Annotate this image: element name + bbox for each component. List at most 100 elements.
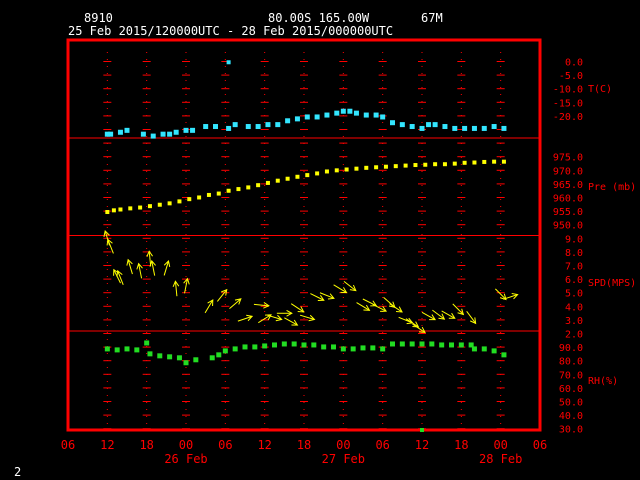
temperature-point <box>108 131 114 137</box>
pressure-point <box>423 162 428 167</box>
pressure-point <box>246 185 251 190</box>
wind-arrow-head <box>308 314 316 322</box>
rh-point <box>419 341 425 347</box>
wind-arrow-shaft <box>204 299 214 314</box>
y-tick-label: 4.0 <box>565 302 583 313</box>
wind-arrow-shaft <box>412 323 426 333</box>
rh-point <box>167 354 173 360</box>
station-id: 8910 <box>84 11 113 25</box>
temperature-point <box>245 124 251 130</box>
rh-point <box>468 342 474 348</box>
wind-arrow-shaft <box>310 293 325 301</box>
x-tick-label: 06 <box>218 438 232 452</box>
rh-point <box>380 346 386 352</box>
pressure-point <box>482 159 487 164</box>
pressure-point <box>501 159 506 164</box>
y-tick-label: 10.0 <box>559 0 583 3</box>
temperature-point <box>203 124 209 130</box>
rh-point <box>370 345 376 351</box>
temperature-point <box>304 114 310 120</box>
temperature-point <box>409 124 415 130</box>
wind-arrow <box>495 288 507 301</box>
wind-arrow-head <box>275 314 283 322</box>
wind-arrow-head <box>291 319 299 326</box>
temperature-point <box>140 131 146 137</box>
temperature-point <box>491 124 497 130</box>
wind-arrow <box>253 302 270 309</box>
x-tick-label: 12 <box>415 438 429 452</box>
pressure-point <box>413 163 418 168</box>
y-tick-label: 8.0 <box>565 248 583 259</box>
pressure-point <box>354 166 359 171</box>
pressure-point <box>364 165 369 170</box>
wind-arrow <box>356 302 371 311</box>
wind-arrow-shaft <box>432 309 445 320</box>
wind-arrow <box>432 309 446 320</box>
temperature-point <box>324 112 330 118</box>
temperature-point <box>501 125 507 131</box>
wind-arrow-shaft <box>389 303 403 313</box>
x-tick-label: 00 <box>179 438 193 452</box>
x-tick-label: 12 <box>100 438 114 452</box>
wind-arrow-head <box>469 317 477 325</box>
temperature-point <box>462 125 468 131</box>
y-tick-label: 70.0 <box>559 370 583 381</box>
wind-arrow <box>276 309 293 317</box>
wind-arrow-shaft <box>356 302 370 311</box>
wind-arrow-head <box>263 302 270 309</box>
temperature-point <box>173 129 179 135</box>
rh-point <box>429 341 435 347</box>
wind-arrow-head <box>429 314 437 321</box>
wind-arrow <box>398 316 414 325</box>
rh-point <box>147 351 153 357</box>
temperature-point <box>150 133 156 139</box>
station-elevation: 67M <box>421 11 443 25</box>
rh-point <box>491 348 497 354</box>
y-tick-label: 50.0 <box>559 398 583 409</box>
wind-arrow-shaft <box>237 315 253 322</box>
wind-arrow-head <box>418 326 426 334</box>
pressure-point <box>226 188 231 193</box>
pressure-point <box>433 162 438 167</box>
temperature-point <box>426 122 432 128</box>
y-tick-label: -5.0 <box>559 71 583 82</box>
wind-arrow-shaft <box>503 294 518 300</box>
wind-arrow-head <box>246 314 254 322</box>
pressure-point <box>256 183 261 188</box>
rh-point <box>232 346 238 352</box>
wind-arrow-head <box>363 304 371 311</box>
rh-point <box>134 347 140 353</box>
wind-arrow-shaft <box>216 289 228 302</box>
wind-arrow-head <box>183 277 190 285</box>
wind-arrow-shaft <box>319 292 335 299</box>
rh-point <box>471 346 477 352</box>
pressure-point <box>236 187 241 192</box>
page-number: 2 <box>14 465 21 479</box>
temperature-point <box>471 125 477 131</box>
wind-arrow <box>299 314 316 322</box>
rh-point <box>311 342 317 348</box>
rh-point <box>360 345 366 351</box>
temperature-point <box>117 129 123 135</box>
wind-arrow-head <box>106 238 113 246</box>
wind-arrow <box>106 238 114 254</box>
pressure-point <box>452 161 457 166</box>
temperature-point <box>347 108 353 114</box>
pressure-point <box>118 207 123 212</box>
wind-arrow <box>405 318 420 328</box>
temperature-point <box>232 122 238 128</box>
pressure-point <box>344 167 349 172</box>
pressure-point <box>206 192 211 197</box>
wind-arrow-head <box>234 298 242 305</box>
x-tick-label: 18 <box>454 438 468 452</box>
rh-point <box>390 341 395 347</box>
rh-point <box>176 355 182 361</box>
y-tick-label: 955.0 <box>553 207 583 218</box>
rh-point <box>124 346 130 352</box>
pressure-point <box>462 160 467 165</box>
pressure-point <box>324 169 329 174</box>
wind-arrow-head <box>438 313 446 320</box>
wind-arrow-shaft <box>466 311 477 324</box>
plot-frame <box>66 38 542 432</box>
rh-point <box>409 341 415 347</box>
